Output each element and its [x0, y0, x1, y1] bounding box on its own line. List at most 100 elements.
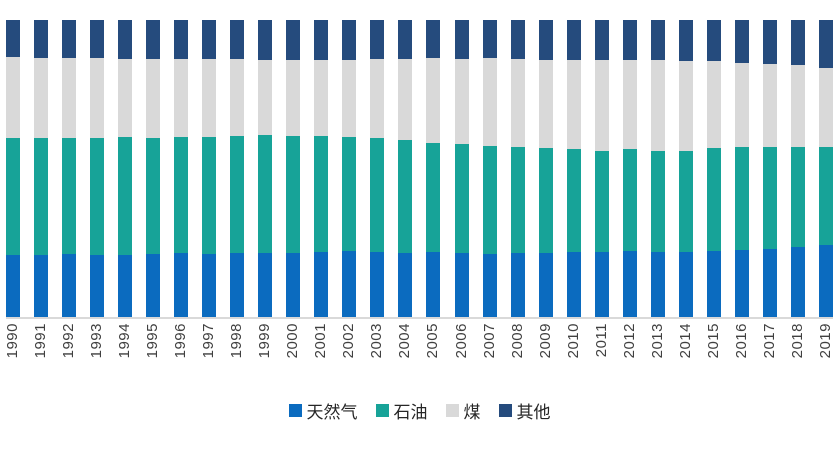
x-axis-tick-1993: 1993 [88, 323, 106, 359]
x-axis-tick-2000: 2000 [284, 323, 302, 359]
stacked-bar-1997 [202, 20, 217, 317]
bar-segment-coal [342, 59, 357, 137]
legend-swatch-gas [288, 404, 302, 417]
stacked-bar-2007 [482, 20, 497, 317]
bar-segment-other [6, 20, 20, 58]
bar-segment-other [538, 20, 553, 60]
stacked-bar-2009 [538, 20, 553, 317]
bar-segment-other [286, 20, 301, 60]
bar-segment-gas [258, 252, 273, 317]
x-axis-tick-2017: 2017 [760, 323, 778, 359]
bar-segment-other [342, 20, 357, 60]
bar-segment-coal [734, 63, 749, 148]
bar-segment-gas [566, 252, 581, 317]
bar-segment-oil [566, 148, 581, 253]
bar-segment-other [202, 20, 217, 59]
x-axis-tick-1991: 1991 [32, 323, 50, 359]
bar-segment-coal [174, 58, 189, 138]
bar-segment-gas [286, 253, 301, 317]
bar-segment-other [762, 20, 777, 65]
bar-segment-other [454, 20, 469, 59]
x-axis-tick-1998: 1998 [228, 323, 246, 359]
bar-segment-coal [146, 58, 161, 138]
bar-segment-oil [426, 142, 441, 253]
bar-segment-coal [510, 58, 525, 148]
stacked-bar-2006 [454, 20, 469, 317]
bar-segment-other [230, 20, 245, 59]
bar-segment-oil [398, 139, 413, 254]
bar-segment-coal [314, 60, 329, 137]
bar-segment-oil [370, 137, 385, 253]
x-axis-tick-1997: 1997 [200, 323, 218, 359]
bar-segment-gas [90, 254, 105, 317]
bar-segment-gas [594, 251, 609, 317]
bar-segment-oil [230, 135, 245, 254]
bar-segment-oil [594, 150, 609, 252]
bar-segment-gas [678, 251, 693, 317]
legend-item-gas: 天然气 [288, 398, 358, 423]
bar-segment-oil [174, 137, 189, 253]
bar-segment-other [258, 20, 273, 60]
bar-segment-other [790, 20, 805, 66]
x-axis-tick-2009: 2009 [536, 323, 554, 359]
stacked-bar-2011 [594, 20, 609, 317]
bar-segment-coal [538, 59, 553, 149]
x-axis-tick-2003: 2003 [368, 323, 386, 359]
x-axis-tick-2013: 2013 [648, 323, 666, 359]
bar-segment-coal [566, 59, 581, 149]
bar-segment-coal [706, 61, 721, 148]
x-axis-tick-1994: 1994 [116, 323, 134, 359]
stacked-bar-2008 [510, 20, 525, 317]
stacked-bar-2010 [566, 20, 581, 317]
bar-segment-coal [6, 57, 20, 139]
bar-segment-gas [706, 251, 721, 317]
legend-label-gas: 天然气 [306, 403, 358, 422]
bar-segment-gas [790, 247, 805, 317]
legend-swatch-coal [445, 404, 459, 417]
bar-segment-oil [818, 147, 833, 246]
bar-segment-other [650, 20, 665, 61]
bar-segment-coal [258, 59, 273, 135]
x-axis-tick-1995: 1995 [144, 323, 162, 359]
x-axis-tick-2019: 2019 [816, 323, 834, 359]
bar-segment-coal [482, 58, 497, 146]
bar-segment-other [734, 20, 749, 64]
x-axis-tick-2001: 2001 [312, 323, 330, 359]
stacked-bar-2016 [734, 20, 749, 317]
stacked-bar-chart: 1990 1991 1992 1993 1994 1995 1996 1997 1998 1999… [0, 20, 839, 456]
bar-segment-gas [370, 252, 385, 317]
bar-segment-gas [538, 252, 553, 317]
bar-segment-oil [538, 148, 553, 253]
x-axis-tick-2010: 2010 [564, 323, 582, 359]
x-axis-tick-2016: 2016 [732, 323, 750, 359]
stacked-bar-2002 [342, 20, 357, 317]
x-axis-tick-2008: 2008 [508, 323, 526, 359]
bar-segment-oil [678, 151, 693, 252]
bar-segment-other [34, 20, 49, 59]
stacked-bar-2018 [790, 20, 805, 317]
bar-segment-coal [398, 59, 413, 140]
bar-segment-gas [202, 253, 217, 317]
bar-segment-oil [342, 136, 357, 252]
bar-segment-other [370, 20, 385, 60]
legend-swatch-other [498, 404, 512, 417]
legend-label-oil: 石油 [393, 403, 428, 422]
bar-segment-oil [286, 136, 301, 254]
legend-label-other: 其他 [516, 403, 551, 422]
bar-segment-coal [202, 58, 217, 137]
bar-segment-other [146, 20, 161, 59]
stacked-bar-2005 [426, 20, 441, 317]
bar-segment-other [510, 20, 525, 59]
bar-segment-oil [510, 147, 525, 253]
bar-segment-gas [482, 254, 497, 317]
stacked-bar-2014 [678, 20, 693, 317]
bar-segment-gas [398, 253, 413, 317]
stacked-bar-2003 [370, 20, 385, 317]
x-axis-tick-1992: 1992 [60, 323, 78, 359]
legend-item-other: 其他 [498, 398, 551, 423]
bar-segment-coal [286, 59, 301, 137]
bar-segment-other [622, 20, 637, 60]
stacked-bar-1991 [34, 20, 49, 317]
bar-segment-oil [202, 136, 217, 254]
x-axis-tick-2018: 2018 [788, 323, 806, 359]
